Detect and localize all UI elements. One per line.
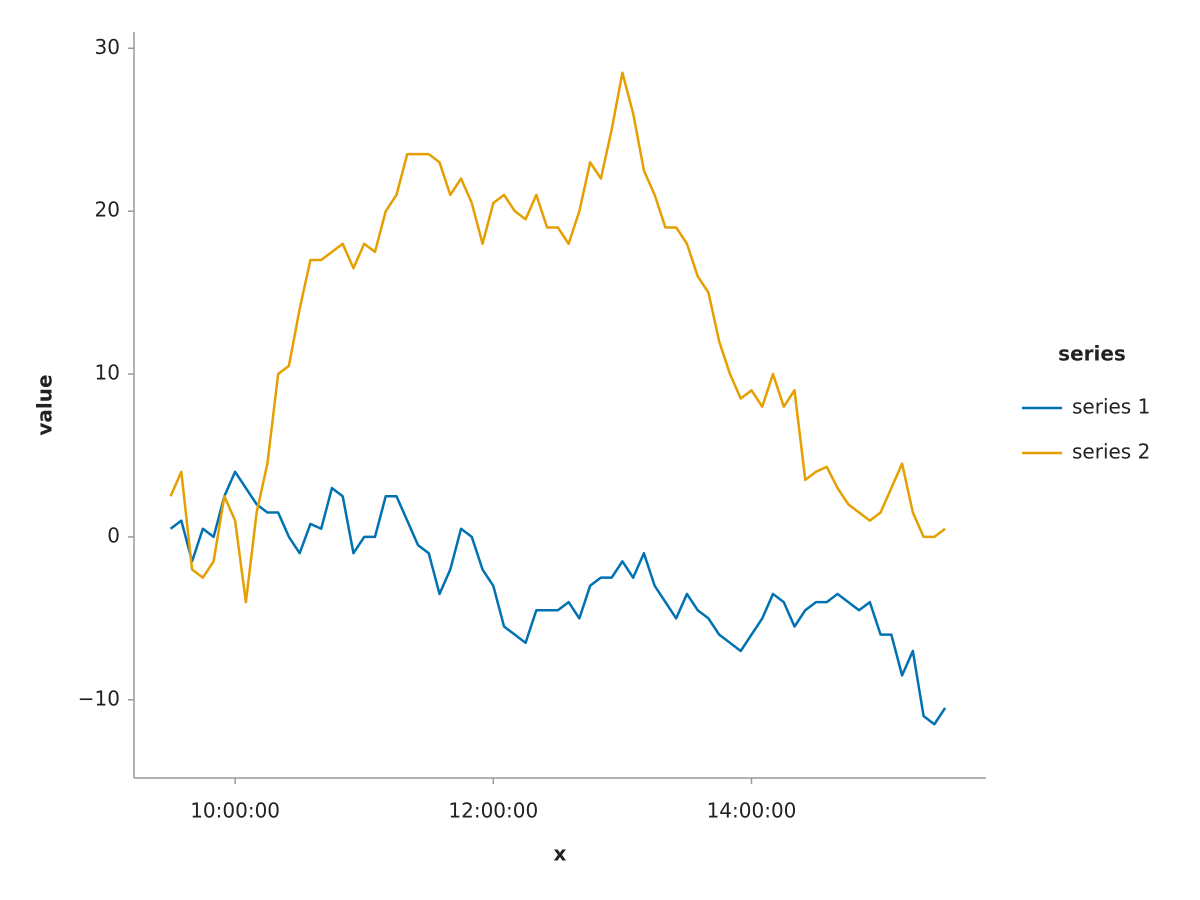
- legend-label: series 1: [1072, 395, 1150, 419]
- y-axis-label: value: [33, 374, 57, 435]
- x-tick-label: 12:00:00: [448, 799, 538, 823]
- legend-title: series: [1058, 342, 1126, 366]
- y-tick-label: 30: [95, 35, 120, 59]
- y-tick-label: 0: [107, 523, 120, 547]
- x-tick-label: 10:00:00: [190, 799, 280, 823]
- y-tick-label: 20: [95, 198, 120, 222]
- series-line: [169, 470, 947, 726]
- x-tick-label: 14:00:00: [707, 799, 797, 823]
- y-tick-label: −10: [78, 686, 120, 710]
- series-line: [169, 71, 946, 604]
- x-axis-label: x: [554, 842, 567, 866]
- legend-label: series 2: [1072, 440, 1150, 464]
- y-tick-label: 10: [95, 361, 120, 385]
